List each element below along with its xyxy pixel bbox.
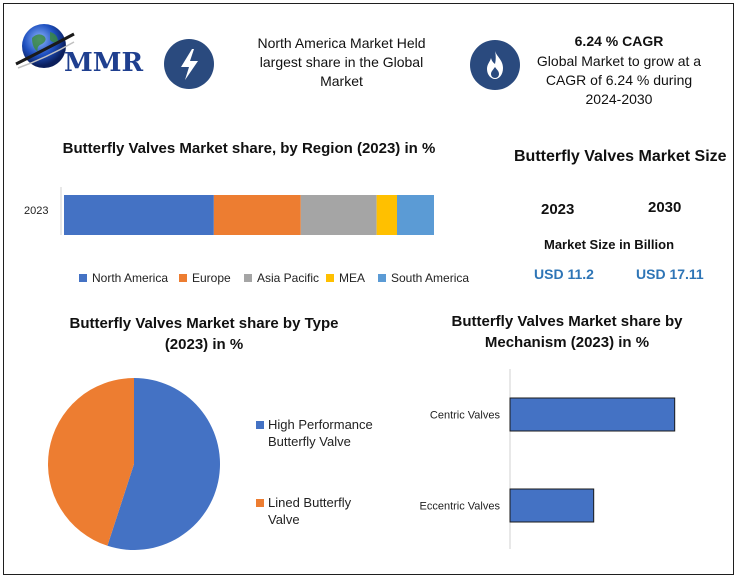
legend-swatch [256,421,264,429]
region-stacked-bar-chart: 2023 [24,187,434,235]
cagr-headline: 6.24 % CAGR [574,33,664,49]
legend-label: Asia Pacific [257,271,320,285]
pie-slice-high-performance-butterfly-valve [107,378,221,550]
legend-label: High Performance Butterfly Valve [268,417,373,449]
region-segment-europe [213,195,301,235]
legend-label: North America [92,271,169,285]
region-segment-south-america [397,195,434,235]
market-size-2030-value: USD 17.11 [636,266,704,282]
mechanism-category-label: Eccentric Valves [420,501,501,513]
year-2023-label: 2023 [541,201,575,218]
pie-legend-item: High Performance Butterfly Valve [256,416,376,450]
legend-swatch [244,274,252,282]
region-segment-mea [376,195,397,235]
legend-item-south-america: South America [378,271,469,285]
legend-swatch [179,274,187,282]
mechanism-bar-chart: Centric Valves Eccentric Valves [420,369,676,549]
legend-swatch [256,499,264,507]
type-pie-chart [48,378,221,550]
year-2030-label: 2030 [648,199,682,216]
infographic-frame: MMR North America Market Held largest sh… [3,3,734,575]
market-size-title: Butterfly Valves Market Size [514,148,727,165]
north-america-callout: North America Market Held largest share … [257,35,426,89]
mechanism-bar-eccentric-valves [509,488,595,523]
legend-item-mea: MEA [326,271,365,285]
market-size-unit-label: Market Size in Billion [544,237,675,252]
legend-label: Lined Butterfly Valve [268,495,352,527]
region-category-label: 2023 [24,205,48,217]
legend-swatch [79,274,87,282]
legend-item-asia-pacific: Asia Pacific [244,271,319,285]
flame-icon [470,40,520,90]
mechanism-chart-title: Butterfly Valves Market share by Mechani… [451,313,683,351]
cagr-description: Global Market to grow at a CAGR of 6.24 … [536,53,702,107]
legend-swatch [326,274,334,282]
pie-slice-lined-butterfly-valve [48,378,134,546]
legend-item-north-america: North America [79,271,168,285]
globe-logo-icon [15,24,75,69]
region-segment-asia-pacific [300,195,377,235]
type-chart-title: Butterfly Valves Market share by Type (2… [69,315,339,353]
region-chart-title: Butterfly Valves Market share, by Region… [62,140,436,157]
legend-label: South America [391,271,470,285]
mechanism-bar-centric-valves [509,397,676,432]
mechanism-category-label: Centric Valves [430,410,501,422]
legend-label: MEA [339,271,366,285]
logo-text: MMR [64,48,144,78]
legend-label: Europe [192,271,231,285]
legend-swatch [378,274,386,282]
legend-item-europe: Europe [179,271,231,285]
region-segment-north-america [64,195,214,235]
lightning-bolt-icon [164,39,214,89]
pie-legend-item: Lined Butterfly Valve [256,494,376,528]
market-size-2023-value: USD 11.2 [534,266,594,282]
